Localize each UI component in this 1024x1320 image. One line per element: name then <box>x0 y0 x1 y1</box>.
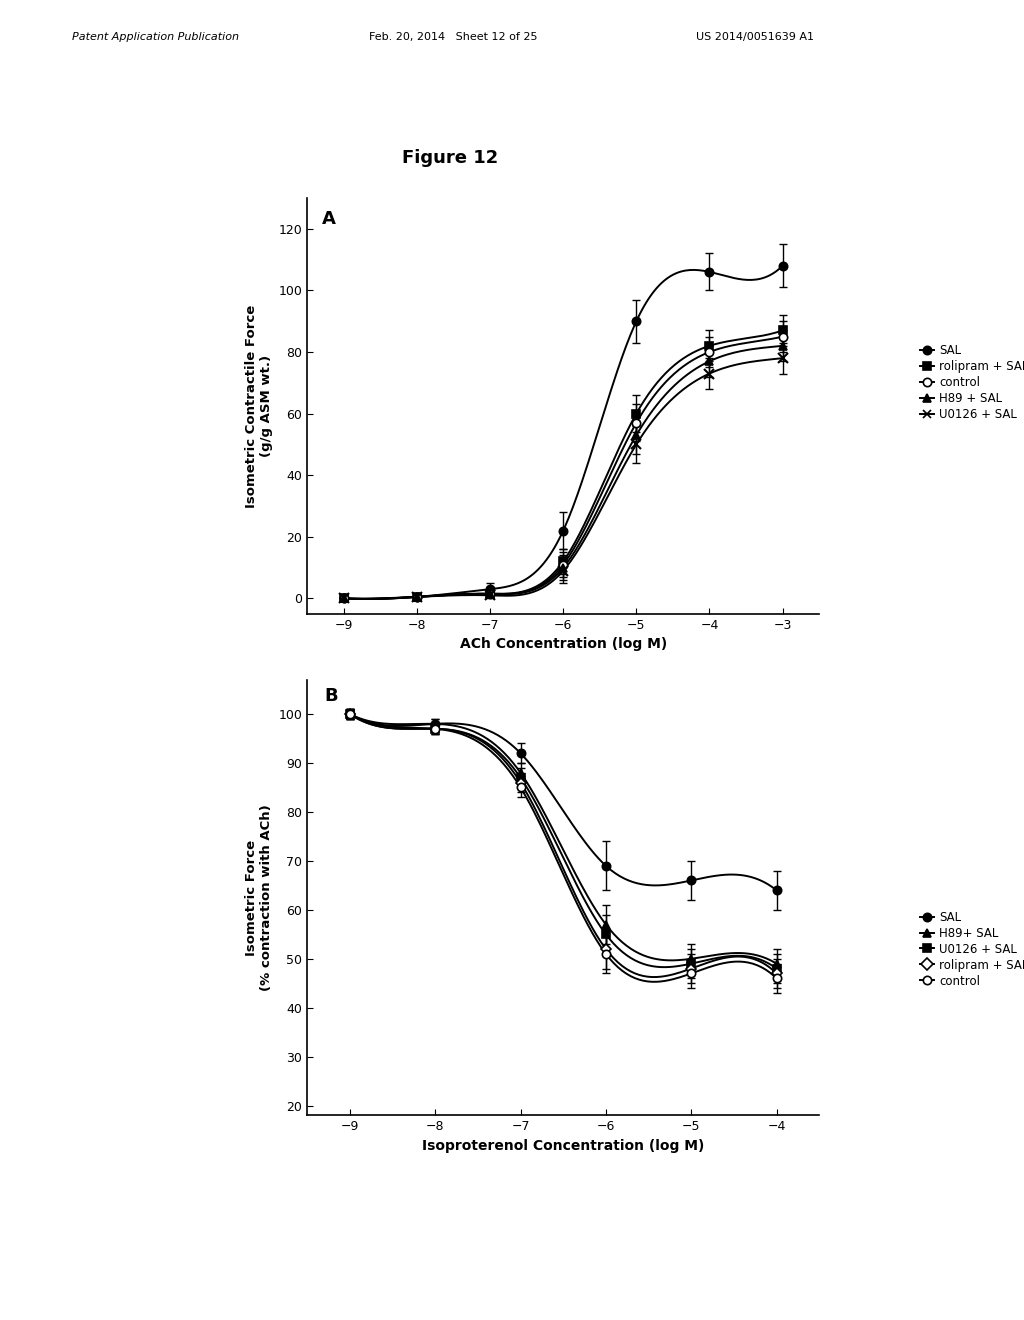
X-axis label: Isoproterenol Concentration (log M): Isoproterenol Concentration (log M) <box>422 1139 705 1152</box>
Y-axis label: Isometric Contractile Force
(g/g ASM wt.): Isometric Contractile Force (g/g ASM wt.… <box>245 305 273 507</box>
Text: Patent Application Publication: Patent Application Publication <box>72 32 239 42</box>
Text: A: A <box>322 210 336 228</box>
Y-axis label: Isometric Force
(% contraction with ACh): Isometric Force (% contraction with ACh) <box>245 804 273 991</box>
Text: Figure 12: Figure 12 <box>402 149 499 168</box>
Text: B: B <box>325 688 338 705</box>
Text: Feb. 20, 2014   Sheet 12 of 25: Feb. 20, 2014 Sheet 12 of 25 <box>369 32 538 42</box>
Legend: SAL, H89+ SAL, U0126 + SAL, rolipram + SAL, control: SAL, H89+ SAL, U0126 + SAL, rolipram + S… <box>921 911 1024 987</box>
Text: US 2014/0051639 A1: US 2014/0051639 A1 <box>696 32 814 42</box>
X-axis label: ACh Concentration (log M): ACh Concentration (log M) <box>460 638 667 651</box>
Legend: SAL, rolipram + SAL, control, H89 + SAL, U0126 + SAL: SAL, rolipram + SAL, control, H89 + SAL,… <box>921 345 1024 421</box>
